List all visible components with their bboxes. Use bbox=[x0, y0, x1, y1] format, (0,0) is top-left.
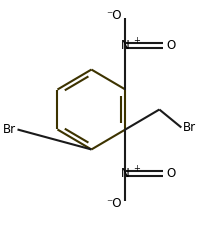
Text: +: + bbox=[133, 36, 140, 45]
Text: N: N bbox=[121, 39, 130, 52]
Text: +: + bbox=[133, 164, 140, 173]
Text: N: N bbox=[121, 167, 130, 180]
Text: O: O bbox=[166, 167, 176, 180]
Text: ⁻O: ⁻O bbox=[107, 9, 122, 22]
Text: Br: Br bbox=[3, 123, 16, 136]
Text: O: O bbox=[166, 39, 176, 52]
Text: Br: Br bbox=[183, 121, 196, 134]
Text: ⁻O: ⁻O bbox=[107, 197, 122, 210]
